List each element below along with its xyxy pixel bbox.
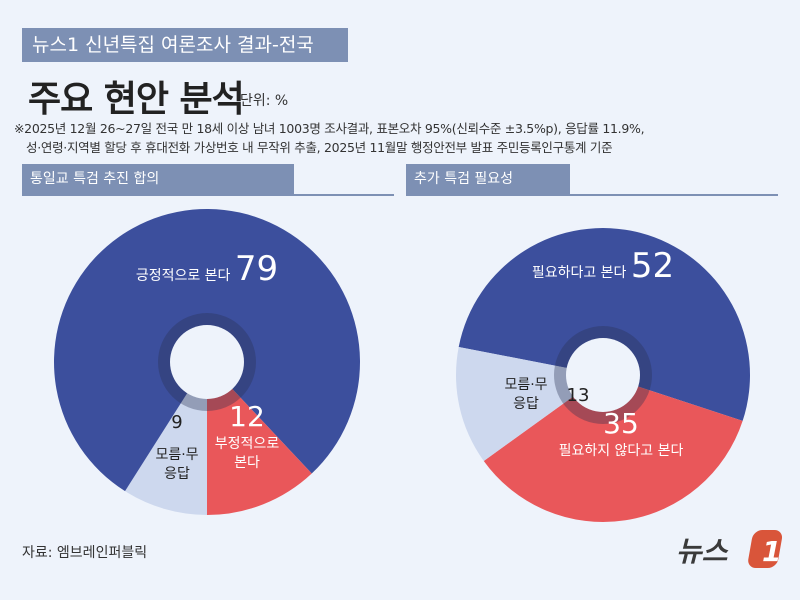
news1-logo: 뉴스 1 bbox=[676, 527, 788, 571]
chart-title-right: 추가 특검 필요성 bbox=[406, 164, 570, 194]
slice-label: 부정적으로 본다 bbox=[215, 436, 280, 471]
slice-label: 긍정적으로 본다 79 bbox=[136, 249, 278, 289]
page-title: 주요 현안 분석 bbox=[28, 79, 245, 120]
pie-slice bbox=[207, 362, 312, 515]
pie-slice bbox=[125, 362, 207, 515]
kicker-banner: 뉴스1 신년특집 여론조사 결과-전국 bbox=[22, 28, 348, 62]
divider bbox=[406, 194, 778, 196]
slice-value: 35 bbox=[603, 407, 639, 440]
slice-value: 12 bbox=[229, 400, 265, 433]
slice-label: 필요하다고 본다 52 bbox=[532, 246, 674, 286]
unit-label: 단위: % bbox=[240, 93, 289, 109]
pie-slice bbox=[458, 227, 751, 421]
slice-label: 필요하지 않다고 본다 bbox=[559, 443, 684, 459]
divider bbox=[22, 194, 394, 196]
donut-hole bbox=[566, 338, 640, 412]
donut-hole bbox=[170, 325, 244, 399]
svg-text:1: 1 bbox=[762, 535, 781, 568]
source-label: 자료: 엠브레인퍼블릭 bbox=[22, 545, 148, 561]
svg-text:뉴스: 뉴스 bbox=[676, 535, 729, 568]
slice-label-unknown-left: 모름·무응답 bbox=[155, 447, 199, 482]
survey-note: ※2025년 12월 26~27일 전국 만 18세 이상 남녀 1003명 조… bbox=[14, 119, 645, 157]
slice-value: 9 bbox=[171, 412, 182, 433]
note-line: ※2025년 12월 26~27일 전국 만 18세 이상 남녀 1003명 조… bbox=[14, 121, 645, 136]
note-line: 성·연령·지역별 할당 후 휴대전화 가상번호 내 무작위 추출, 2025년 … bbox=[26, 140, 613, 155]
slice-value: 13 bbox=[567, 385, 590, 406]
pie-slice bbox=[483, 375, 743, 522]
chart-title-left: 통일교 특검 추진 합의 bbox=[22, 164, 294, 194]
slice-label-unknown-right: 모름·무응답 bbox=[504, 377, 548, 412]
